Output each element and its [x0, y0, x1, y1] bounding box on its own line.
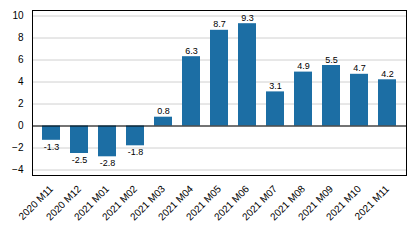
svg-text:5.5: 5.5: [325, 55, 338, 65]
svg-text:-1.3: -1.3: [44, 142, 60, 152]
svg-text:2021 M09: 2021 M09: [295, 183, 336, 223]
svg-text:2021 M02: 2021 M02: [99, 183, 140, 223]
svg-text:2020 M11: 2020 M11: [16, 183, 56, 222]
svg-text:−4: −4: [12, 164, 24, 175]
svg-text:6.3: 6.3: [185, 46, 198, 56]
svg-text:2021 M11: 2021 M11: [352, 183, 391, 222]
svg-text:2021 M07: 2021 M07: [239, 183, 280, 223]
svg-text:2021 M04: 2021 M04: [155, 183, 196, 223]
svg-text:−2: −2: [12, 142, 24, 153]
svg-text:3.1: 3.1: [269, 81, 282, 91]
svg-text:10: 10: [12, 10, 24, 21]
svg-text:0.8: 0.8: [157, 106, 170, 116]
svg-text:6: 6: [18, 54, 24, 65]
svg-text:2020 M12: 2020 M12: [43, 183, 84, 223]
svg-text:4.7: 4.7: [353, 63, 366, 73]
svg-text:-2.8: -2.8: [100, 158, 116, 168]
svg-text:2021 M05: 2021 M05: [183, 183, 224, 223]
svg-text:0: 0: [18, 120, 24, 131]
svg-text:2: 2: [18, 98, 24, 109]
svg-text:8: 8: [18, 32, 24, 43]
svg-text:9.3: 9.3: [241, 13, 254, 23]
svg-text:2021 M01: 2021 M01: [71, 183, 112, 223]
svg-text:8.7: 8.7: [213, 19, 226, 29]
svg-text:-2.5: -2.5: [72, 155, 88, 165]
svg-text:4.2: 4.2: [381, 69, 394, 79]
svg-text:2021 M10: 2021 M10: [323, 183, 364, 223]
svg-text:4.9: 4.9: [297, 61, 310, 71]
svg-text:2021 M08: 2021 M08: [267, 183, 308, 223]
svg-text:4: 4: [18, 76, 24, 87]
svg-text:2021 M06: 2021 M06: [211, 183, 252, 223]
svg-text:2021 M03: 2021 M03: [127, 183, 168, 223]
svg-text:-1.8: -1.8: [128, 147, 144, 157]
